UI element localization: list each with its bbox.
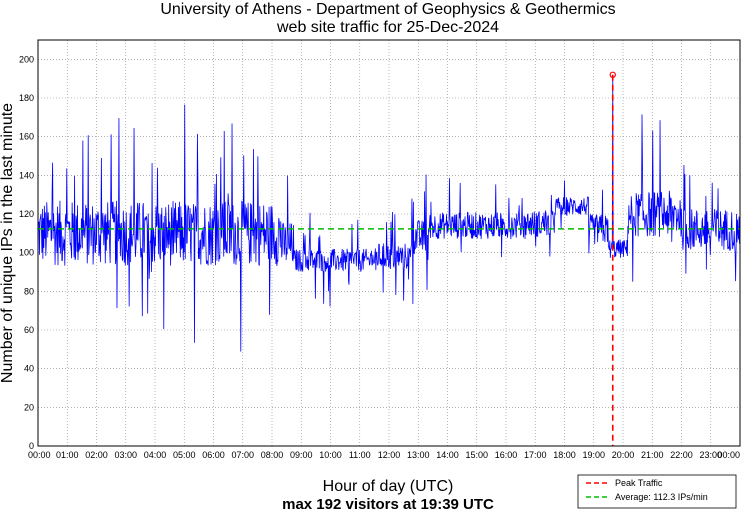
y-tick-label: 40 [24,364,34,374]
legend: Peak Traffic Average: 112.3 IPs/min [577,474,737,509]
y-tick-label: 100 [19,248,34,258]
x-axis-ticks: 00:00 01:00 02:00 03:00 04:00 05:00 06:00 07:00… [28,450,740,460]
x-tick-label: 08:00 [261,450,284,460]
plot-frame [37,39,741,447]
legend-box [577,474,737,509]
traffic-series-line [37,74,741,352]
x-tick-label: 19:00 [582,450,605,460]
y-axis-ticks: 0 20 40 60 80 100 120 140 160 180 200 [19,54,34,451]
y-tick-label: 160 [19,132,34,142]
chart-title-line-2: web site traffic for 25-Dec-2024 [276,19,499,36]
x-tick-label: 09:00 [290,450,313,460]
peak-marker [609,71,616,79]
y-axis-label: Number of unique IPs in the last minute [0,103,16,383]
x-tick-label: 18:00 [553,450,576,460]
y-tick-label: 80 [24,286,34,296]
x-tick-label: 05:00 [173,450,196,460]
x-tick-label: 00:00 [717,450,740,460]
y-tick-label: 180 [19,93,34,103]
grid-lines [37,40,741,447]
x-tick-label: 01:00 [56,450,79,460]
x-tick-label: 02:00 [85,450,108,460]
x-tick-label: 13:00 [407,450,430,460]
x-tick-label: 16:00 [495,450,518,460]
x-tick-label: 03:00 [114,450,137,460]
y-tick-label: 140 [19,170,34,180]
x-tick-label: 04:00 [144,450,167,460]
x-tick-label: 12:00 [378,450,401,460]
x-tick-label: 07:00 [231,450,254,460]
legend-average-label: Average: 112.3 IPs/min [615,492,708,502]
x-tick-label: 20:00 [612,450,635,460]
peak-summary-text: max 192 visitors at 19:39 UTC [282,496,494,511]
x-tick-label: 14:00 [436,450,459,460]
x-tick-label: 06:00 [202,450,225,460]
y-tick-label: 200 [19,54,34,64]
x-axis-label: Hour of day (UTC) [323,478,454,495]
x-tick-label: 11:00 [349,450,371,460]
y-tick-label: 0 [29,441,34,451]
x-tick-label: 00:00 [28,450,51,460]
legend-peak-label: Peak Traffic [615,478,663,488]
x-tick-label: 17:00 [524,450,547,460]
x-tick-label: 22:00 [670,450,693,460]
x-tick-label: 10:00 [319,450,342,460]
x-tick-label: 23:00 [699,450,722,460]
y-tick-label: 20 [24,402,34,412]
x-tick-label: 15:00 [465,450,488,460]
y-tick-label: 120 [19,209,34,219]
y-tick-label: 60 [24,325,34,335]
x-tick-label: 21:00 [641,450,664,460]
chart-title-line-1: University of Athens - Department of Geo… [160,1,615,18]
